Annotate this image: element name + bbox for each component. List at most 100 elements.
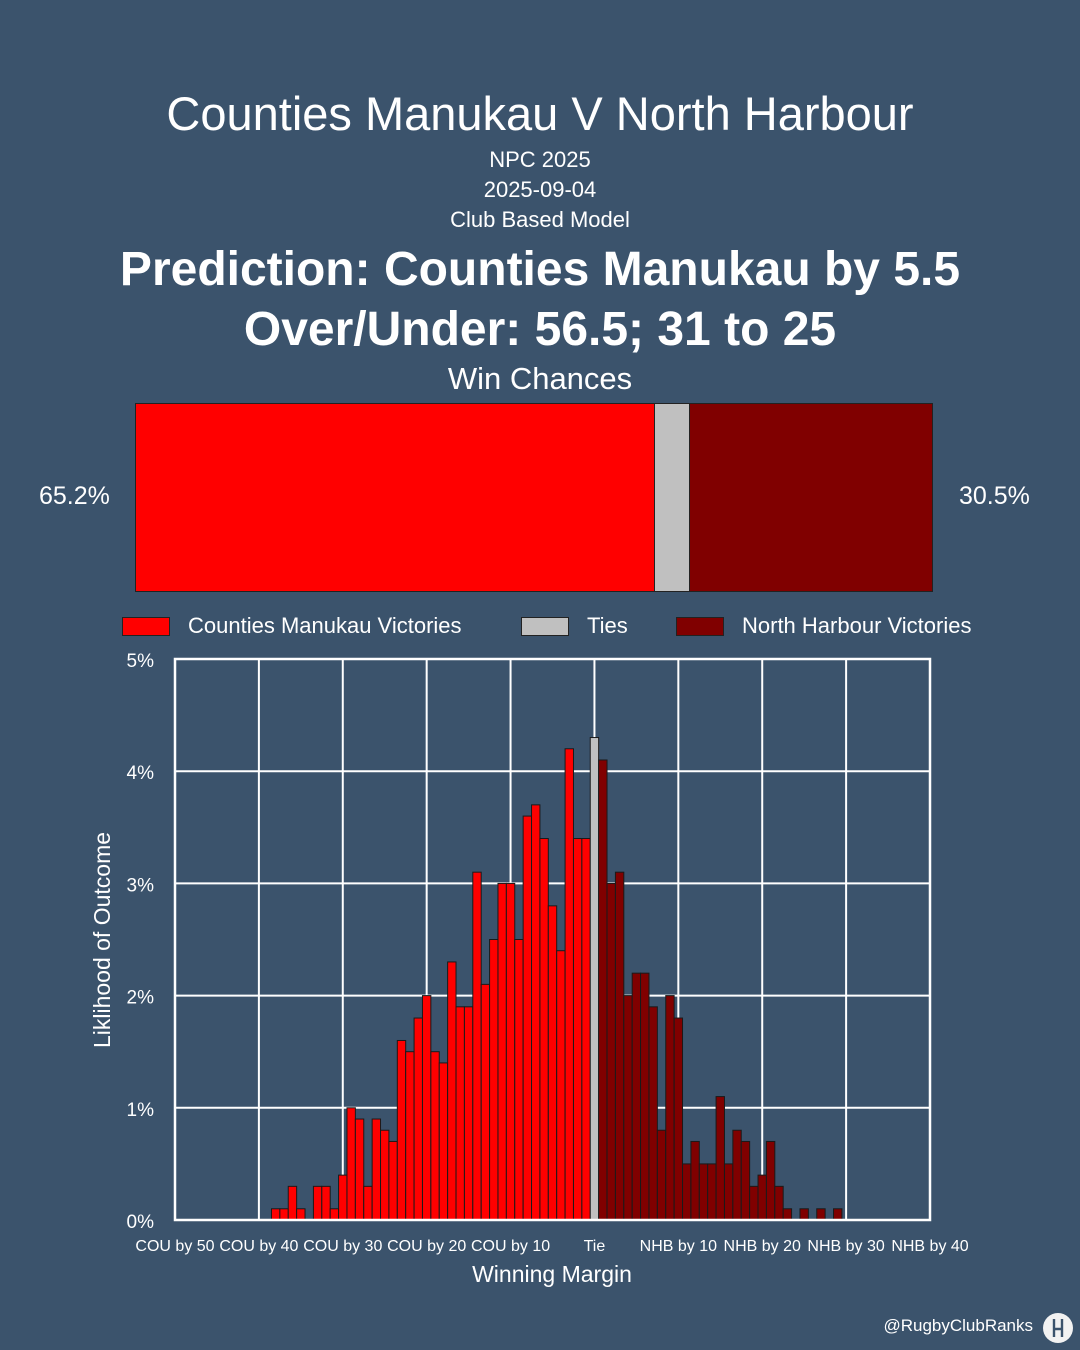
bar-away xyxy=(715,1096,725,1221)
bar-away xyxy=(707,1163,717,1221)
bar-home xyxy=(321,1185,331,1221)
bar-away xyxy=(606,882,616,1221)
legend-label-away: North Harbour Victories xyxy=(742,613,972,638)
bar-away xyxy=(640,972,650,1221)
legend-item-home: Counties Manukau Victories xyxy=(122,613,462,638)
y-tick-label: 3% xyxy=(127,875,155,896)
bar-away xyxy=(682,1163,692,1221)
bar-away xyxy=(757,1174,767,1221)
chart-title: Counties Manukau V North Harbour xyxy=(166,87,914,140)
bar-home xyxy=(421,995,432,1221)
bar-home xyxy=(430,1051,440,1221)
x-tick-label: NHB by 10 xyxy=(640,1238,717,1255)
bar-home xyxy=(539,838,549,1221)
bar-home xyxy=(572,838,583,1221)
bar-home xyxy=(522,815,533,1221)
bar-away xyxy=(598,759,608,1221)
bar-home xyxy=(287,1185,298,1221)
bar-home xyxy=(270,1208,281,1221)
bar-home xyxy=(346,1107,356,1221)
bar-away xyxy=(723,1163,734,1221)
legend-swatch-tie xyxy=(521,616,569,636)
bar-home xyxy=(581,838,591,1221)
match-date: 2025-09-04 xyxy=(483,177,597,202)
over-under-text: Over/Under: 56.5; 31 to 25 xyxy=(243,303,837,356)
bar-away xyxy=(648,1006,658,1221)
legend-swatch-away xyxy=(676,616,724,636)
bar-away xyxy=(833,1208,843,1221)
y-tick-label: 4% xyxy=(127,763,155,784)
competition-label: NPC 2025 xyxy=(489,147,591,172)
bar-home xyxy=(388,1140,398,1221)
bar-tie xyxy=(589,737,600,1221)
rugby-posts-icon xyxy=(1043,1313,1073,1343)
bar-home xyxy=(463,1006,474,1221)
bar-home xyxy=(413,1017,423,1221)
x-tick-label: COU by 30 xyxy=(303,1238,382,1255)
legend-label-home: Counties Manukau Victories xyxy=(188,613,462,638)
bar-home xyxy=(338,1174,348,1221)
bar-home xyxy=(329,1208,340,1221)
y-tick-label: 0% xyxy=(127,1212,155,1233)
bar-away xyxy=(732,1129,742,1221)
bar-home xyxy=(556,950,566,1221)
win-bar-tie-segment xyxy=(654,404,690,591)
bar-home xyxy=(371,1118,382,1221)
bar-away xyxy=(665,995,675,1221)
y-tick-label: 2% xyxy=(127,988,155,1009)
win-chances-title: Win Chances xyxy=(447,361,633,396)
bar-home xyxy=(497,882,507,1221)
win-chances-bar xyxy=(135,403,933,592)
bar-home xyxy=(380,1129,390,1221)
bar-home xyxy=(405,1051,415,1221)
prediction-text: Prediction: Counties Manukau by 5.5 xyxy=(119,243,961,296)
bar-away xyxy=(690,1140,700,1221)
bar-away xyxy=(698,1163,709,1221)
bar-home xyxy=(514,939,524,1221)
bar-home xyxy=(447,961,457,1221)
x-axis-label: Winning Margin xyxy=(472,1261,632,1287)
twitter-handle: @RugbyClubRanks xyxy=(883,1316,1033,1335)
bar-away xyxy=(656,1129,667,1221)
bar-home xyxy=(363,1185,373,1221)
bar-home xyxy=(564,748,574,1221)
home-win-pct: 65.2% xyxy=(39,482,110,510)
legend-item-tie: Ties xyxy=(521,613,628,638)
bar-home xyxy=(505,882,516,1221)
y-tick-label: 5% xyxy=(127,651,155,672)
bar-away xyxy=(816,1208,826,1221)
x-tick-label: NHB by 20 xyxy=(724,1238,801,1255)
bar-away xyxy=(614,871,625,1221)
bar-home xyxy=(396,1039,407,1221)
legend-label-tie: Ties xyxy=(587,613,628,638)
win-bar-home-segment xyxy=(136,404,655,591)
bar-home xyxy=(531,804,541,1221)
bar-home xyxy=(480,983,491,1221)
bar-away xyxy=(799,1208,809,1221)
x-tick-label: COU by 50 xyxy=(135,1238,214,1255)
bar-home xyxy=(438,1062,449,1221)
bar-home xyxy=(472,871,482,1221)
x-tick-label: COU by 40 xyxy=(219,1238,298,1255)
bar-away xyxy=(774,1185,784,1221)
bar-away xyxy=(673,1017,684,1221)
y-tick-label: 1% xyxy=(127,1100,155,1121)
bar-away xyxy=(765,1140,776,1221)
bar-away xyxy=(740,1140,751,1221)
bar-home xyxy=(547,905,558,1221)
y-axis-label: Liklihood of Outcome xyxy=(89,832,115,1048)
bar-away xyxy=(749,1185,759,1221)
legend-item-away: North Harbour Victories xyxy=(676,613,972,638)
x-tick-label: Tie xyxy=(584,1238,606,1255)
bar-home xyxy=(312,1185,323,1221)
bar-away xyxy=(782,1208,793,1221)
x-tick-label: NHB by 30 xyxy=(807,1238,884,1255)
x-tick-label: NHB by 40 xyxy=(891,1238,968,1255)
bar-home xyxy=(489,939,499,1221)
x-tick-label: COU by 10 xyxy=(471,1238,550,1255)
win-bar-away-segment xyxy=(689,404,932,591)
bar-home xyxy=(296,1208,306,1221)
plot-frame xyxy=(173,657,932,1222)
model-label: Club Based Model xyxy=(450,207,630,232)
